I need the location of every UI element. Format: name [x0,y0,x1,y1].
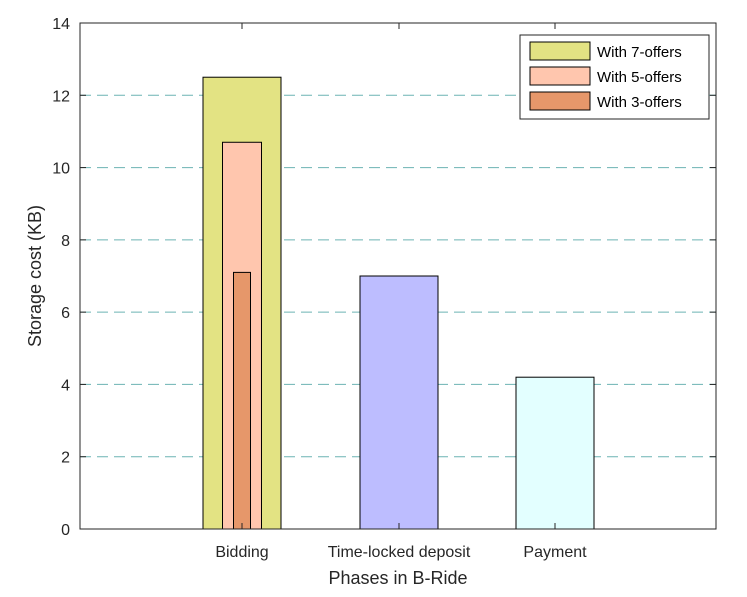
y-tick-label-10: 10 [52,161,70,178]
y-tick-label-0: 0 [61,522,70,539]
axes-box [79,22,717,530]
y-tick-label-6: 6 [61,305,70,322]
x-tick-label-0: Bidding [215,544,268,561]
legend-label-1: With 5-offers [597,69,682,86]
y-tick-label-2: 2 [61,450,70,467]
bar-payment [515,376,595,530]
y-tick-label-14: 14 [52,16,70,33]
x-axis-label: Phases in B-Ride [328,568,467,588]
y-tick-label-8: 8 [61,233,70,250]
legend-swatch-1 [529,66,591,86]
bar-time-locked-deposit [359,275,439,530]
x-tick-label-1: Time-locked deposit [328,544,471,561]
legend-swatch-2 [529,91,591,111]
bar-bidding-with-3-offers [233,271,251,530]
x-tick-label-2: Payment [523,544,587,561]
legend-swatch-0 [529,41,591,61]
y-tick-label-4: 4 [61,377,70,394]
y-axis-label: Storage cost (KB) [25,205,45,347]
legend-label-2: With 3-offers [597,94,682,111]
y-tick-label-12: 12 [52,88,70,105]
legend-label-0: With 7-offers [597,44,682,61]
